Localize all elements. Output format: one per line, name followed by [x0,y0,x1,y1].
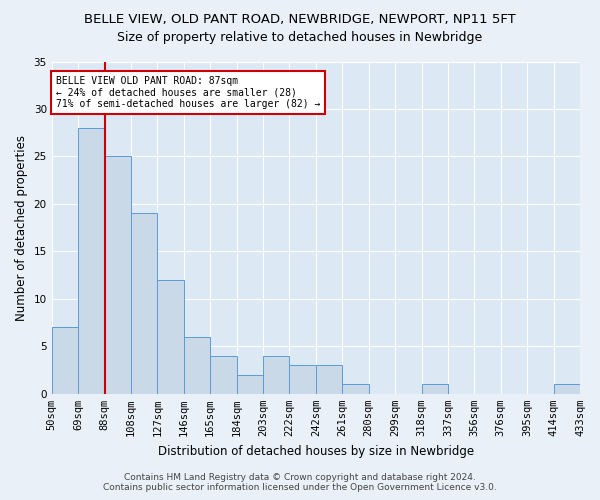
Bar [554,384,580,394]
Bar [131,214,157,394]
Bar [316,366,342,394]
Bar [184,337,210,394]
Bar [289,366,316,394]
Bar [52,328,78,394]
X-axis label: Distribution of detached houses by size in Newbridge: Distribution of detached houses by size … [158,444,474,458]
Text: BELLE VIEW, OLD PANT ROAD, NEWBRIDGE, NEWPORT, NP11 5FT: BELLE VIEW, OLD PANT ROAD, NEWBRIDGE, NE… [84,12,516,26]
Bar [157,280,184,394]
Text: Size of property relative to detached houses in Newbridge: Size of property relative to detached ho… [118,31,482,44]
Bar [210,356,236,394]
Bar [263,356,289,394]
Bar [104,156,131,394]
Bar [421,384,448,394]
Text: BELLE VIEW OLD PANT ROAD: 87sqm
← 24% of detached houses are smaller (28)
71% of: BELLE VIEW OLD PANT ROAD: 87sqm ← 24% of… [56,76,320,109]
Y-axis label: Number of detached properties: Number of detached properties [15,134,28,320]
Text: Contains HM Land Registry data © Crown copyright and database right 2024.
Contai: Contains HM Land Registry data © Crown c… [103,473,497,492]
Bar [78,128,104,394]
Bar [236,375,263,394]
Bar [342,384,368,394]
